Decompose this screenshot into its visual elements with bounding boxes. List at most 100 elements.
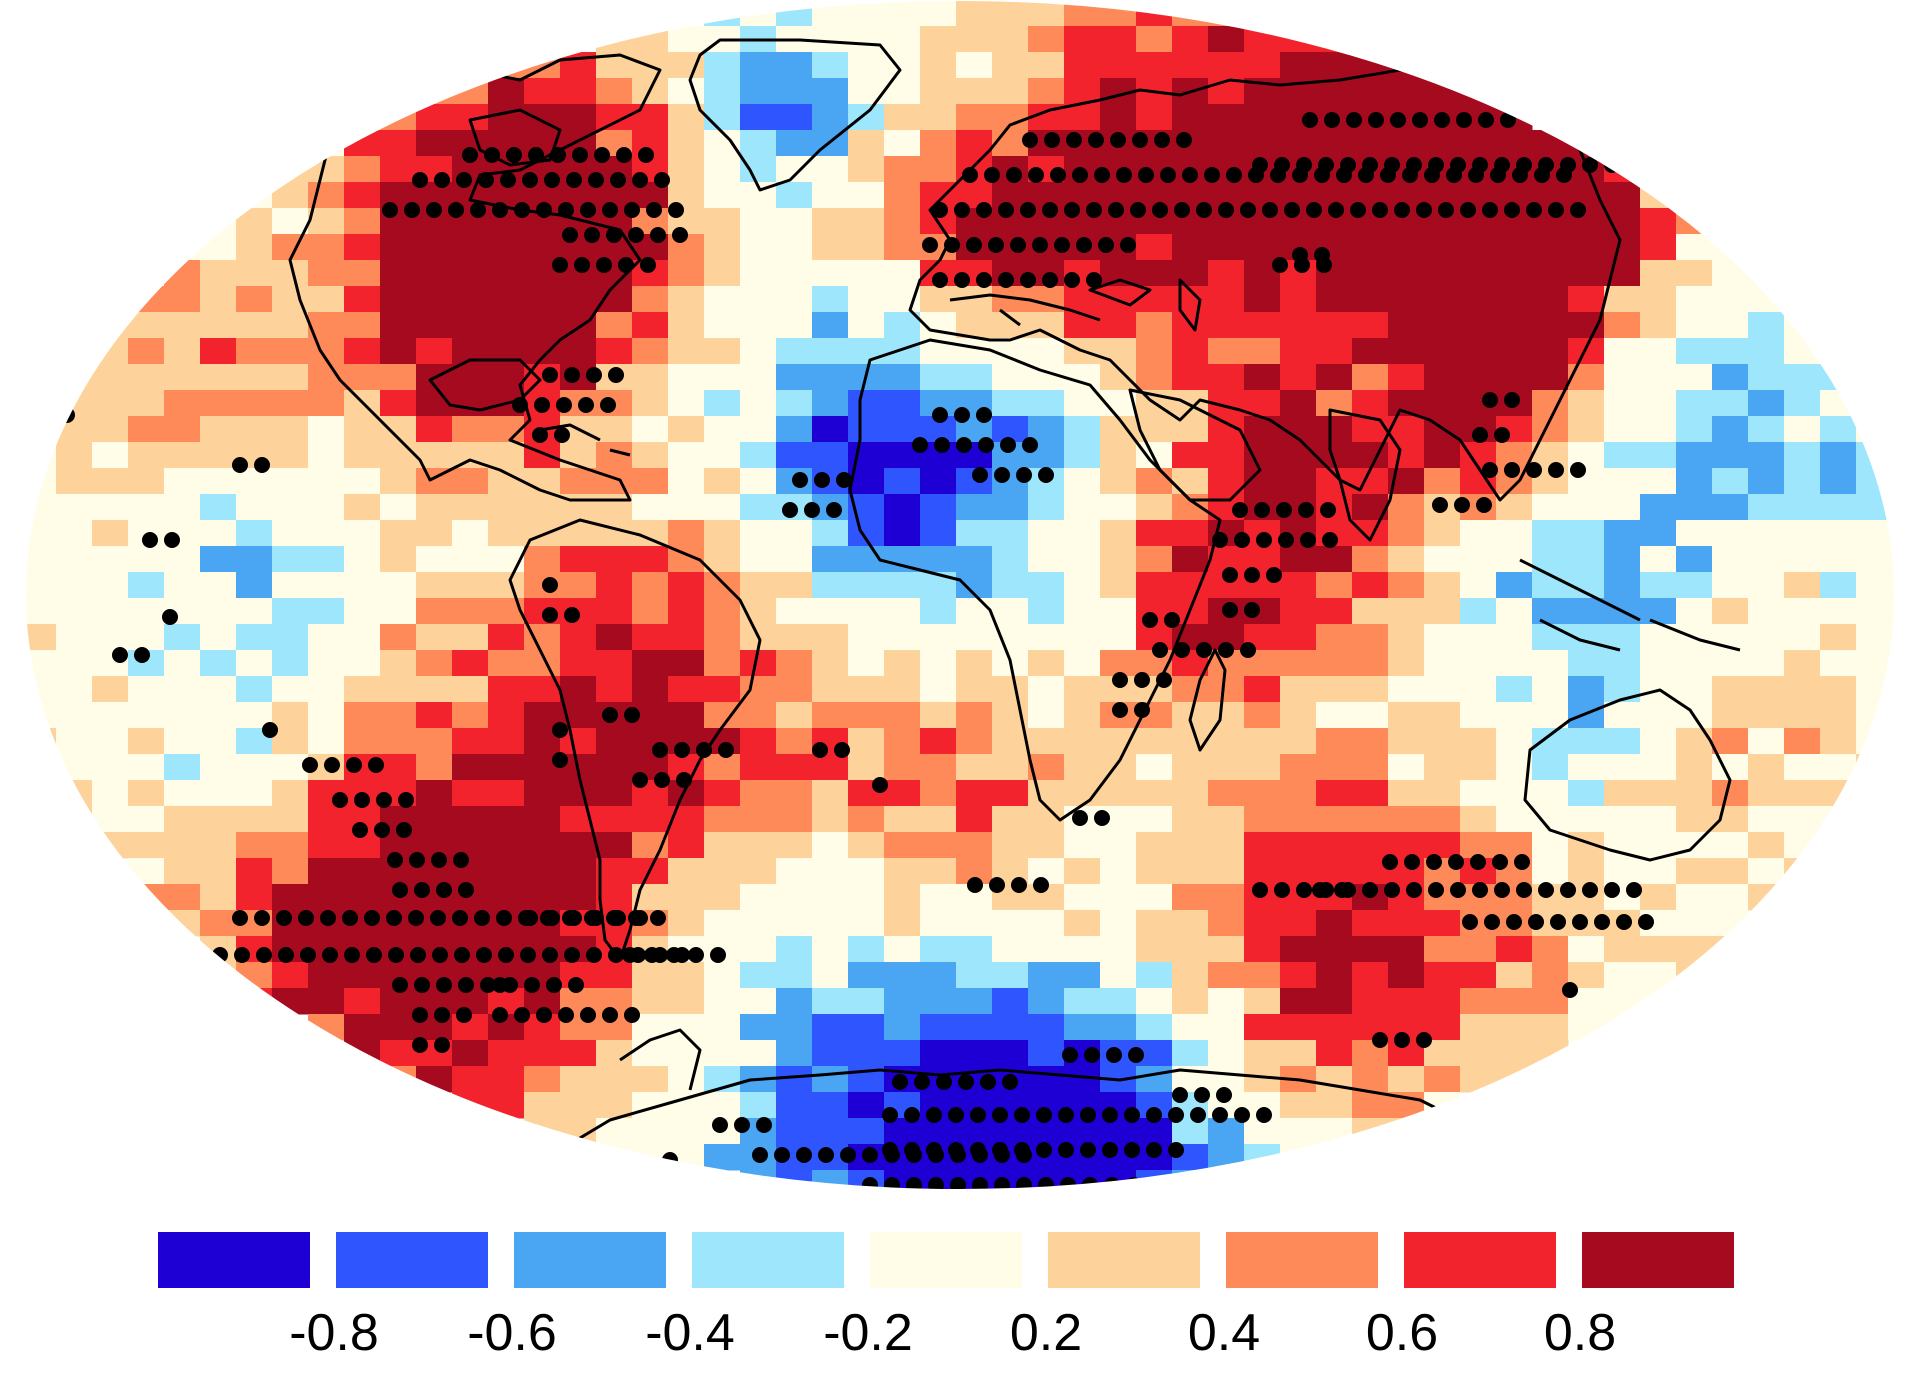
grid-cell	[1532, 728, 1569, 755]
grid-cell	[776, 650, 813, 677]
grid-cell	[1136, 338, 1173, 365]
grid-cell	[1352, 312, 1389, 339]
grid-cell	[1136, 468, 1173, 495]
grid-cell	[1460, 1040, 1497, 1067]
grid-cell	[1784, 390, 1821, 417]
grid-cell	[1208, 338, 1245, 365]
grid-cell	[848, 832, 885, 859]
grid-cell	[884, 962, 921, 989]
significance-dot	[556, 397, 572, 413]
significance-dot	[914, 1074, 930, 1090]
grid-cell	[740, 468, 777, 495]
grid-cell	[884, 104, 921, 131]
grid-cell	[812, 1014, 849, 1041]
grid-cell	[1892, 598, 1895, 625]
grid-cell	[1784, 494, 1821, 521]
grid-cell	[992, 572, 1029, 599]
grid-cell	[992, 338, 1029, 365]
significance-dot	[1222, 567, 1238, 583]
grid-cell	[1028, 1040, 1065, 1067]
grid-cell	[272, 156, 309, 183]
grid-cell	[560, 1092, 597, 1119]
grid-cell	[1064, 832, 1101, 859]
grid-cell	[596, 1066, 633, 1093]
significance-dot	[1478, 112, 1494, 128]
grid-cell	[560, 624, 597, 651]
grid-cell	[524, 702, 561, 729]
grid-cell	[92, 624, 129, 651]
grid-cell	[596, 832, 633, 859]
grid-cell	[1568, 494, 1605, 521]
grid-cell	[272, 832, 309, 859]
grid-cell	[776, 832, 813, 859]
grid-cell	[380, 728, 417, 755]
significance-dot	[164, 532, 180, 548]
grid-cell	[1676, 676, 1713, 703]
grid-cell	[1100, 468, 1137, 495]
grid-cell	[344, 442, 381, 469]
significance-dot	[532, 427, 548, 443]
grid-cell	[164, 780, 201, 807]
grid-cell	[992, 130, 1029, 157]
grid-cell	[776, 52, 813, 79]
significance-dot	[1020, 202, 1036, 218]
significance-dot	[1011, 877, 1027, 893]
grid-cell	[452, 624, 489, 651]
significance-dot	[602, 707, 618, 723]
grid-cell	[632, 1118, 669, 1145]
grid-cell	[1208, 754, 1245, 781]
grid-cell	[1208, 130, 1245, 157]
grid-cell	[596, 858, 633, 885]
grid-cell	[1820, 494, 1857, 521]
significance-dot	[1036, 1107, 1052, 1123]
grid-cell	[452, 780, 489, 807]
grid-cell	[1604, 858, 1641, 885]
grid-cell	[1100, 546, 1137, 573]
grid-cell	[1244, 312, 1281, 339]
grid-cell	[1136, 520, 1173, 547]
significance-dot	[1424, 167, 1440, 183]
significance-dot	[774, 1147, 790, 1163]
grid-cell	[776, 0, 813, 27]
grid-cell	[416, 520, 453, 547]
grid-cell	[596, 1040, 633, 1067]
significance-dot	[1130, 202, 1146, 218]
significance-dot	[1010, 237, 1026, 253]
grid-cell	[1388, 676, 1425, 703]
grid-cell	[1064, 1014, 1101, 1041]
grid-cell	[1136, 494, 1173, 521]
grid-cell	[1532, 260, 1569, 287]
grid-cell	[200, 910, 237, 937]
grid-cell	[1712, 468, 1749, 495]
grid-cell	[1136, 260, 1173, 287]
significance-dot	[564, 367, 580, 383]
grid-cell	[524, 312, 561, 339]
grid-cell	[1568, 520, 1605, 547]
grid-cell	[1208, 260, 1245, 287]
grid-cell	[236, 832, 273, 859]
colorbar-tick-label: 0.4	[1188, 1304, 1260, 1362]
grid-cell	[200, 858, 237, 885]
grid-cell	[1640, 208, 1677, 235]
grid-cell	[1640, 494, 1677, 521]
significance-dot	[1298, 502, 1314, 518]
grid-cell	[1388, 546, 1425, 573]
grid-cell	[596, 962, 633, 989]
grid-cell	[1496, 130, 1533, 157]
grid-cell	[848, 130, 885, 157]
significance-dot	[1412, 112, 1428, 128]
grid-cell	[704, 312, 741, 339]
significance-dot	[668, 202, 684, 218]
grid-cell	[1388, 806, 1425, 833]
grid-cell	[1496, 338, 1533, 365]
grid-cell	[344, 416, 381, 443]
grid-cell	[128, 338, 165, 365]
significance-dot	[1476, 497, 1492, 513]
grid-cell	[200, 962, 237, 989]
grid-cell	[1100, 962, 1137, 989]
significance-dot	[1022, 437, 1038, 453]
significance-dot	[1537, 1092, 1553, 1108]
grid-cell	[1136, 910, 1173, 937]
grid-cell	[1244, 728, 1281, 755]
significance-dot	[1526, 202, 1542, 218]
